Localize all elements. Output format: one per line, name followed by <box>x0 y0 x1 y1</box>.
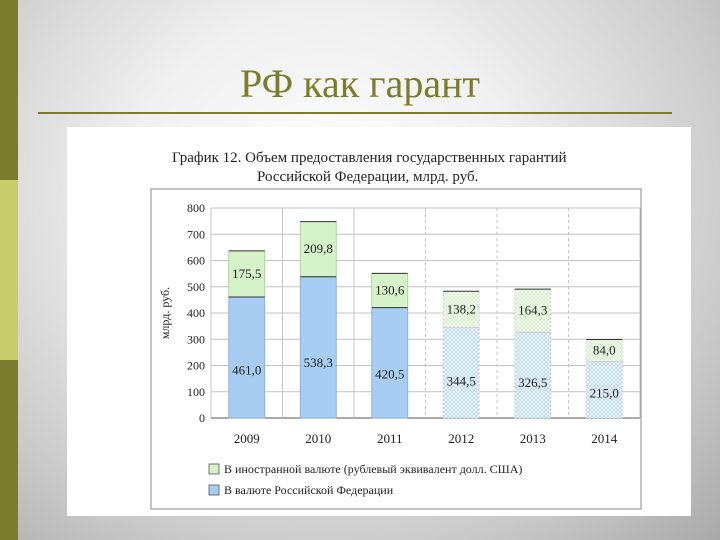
y-tick-label: 300 <box>187 332 205 346</box>
bars: 461,0 175,5 538,3 209,8 420,5 130,6 344,5 138,2… <box>228 221 623 419</box>
data-label-rub-2014: 215,0 <box>590 386 619 401</box>
bar-rub-2009 <box>228 296 266 419</box>
x-tick-label-2012: 2012 <box>448 431 474 446</box>
legend: В иностранной валюте (рублевый эквивален… <box>208 462 522 497</box>
legend-swatch-foreign <box>208 463 220 475</box>
y-tick-label: 700 <box>187 227 205 241</box>
x-tick-labels: 2009 2010 2011 2012 2013 2014 <box>234 431 618 446</box>
data-label-foreign-2010: 209,8 <box>304 241 333 256</box>
y-tick-label: 200 <box>187 359 205 373</box>
bar-foreign-2013 <box>514 288 552 333</box>
data-label-rub-2011: 420,5 <box>375 366 404 381</box>
y-tick-label: 600 <box>187 254 205 268</box>
y-tick-label: 400 <box>187 306 205 320</box>
x-tick-label-2011: 2011 <box>377 431 403 446</box>
data-label-foreign-2013: 164,3 <box>518 303 547 318</box>
data-label-rub-2012: 344,5 <box>447 373 476 388</box>
y-tick-label: 100 <box>187 385 205 399</box>
bar-foreign-2010 <box>299 221 337 278</box>
legend-label-foreign: В иностранной валюте (рублевый эквивален… <box>224 462 522 476</box>
side-bar-bottom <box>0 360 18 540</box>
data-label-foreign-2014: 84,0 <box>593 343 616 358</box>
x-tick-label-2010: 2010 <box>305 431 331 446</box>
slide-title: РФ как гарант <box>240 61 480 106</box>
chart-title-line-2: Российской Федерации, млрд. руб. <box>257 169 478 185</box>
data-label-foreign-2009: 175,5 <box>232 266 261 281</box>
side-bar-top <box>0 0 18 180</box>
chart-panel: График 12. Объем предоставления государс… <box>67 127 691 516</box>
y-tick-label: 500 <box>187 280 205 294</box>
chart-svg: График 12. Объем предоставления государс… <box>150 150 642 510</box>
data-label-rub-2013: 326,5 <box>518 375 547 390</box>
data-label-foreign-2012: 138,2 <box>447 301 476 316</box>
y-tick-label: 0 <box>199 411 205 425</box>
x-tick-label-2013: 2013 <box>520 431 546 446</box>
bar-rub-2013 <box>514 331 552 419</box>
bar-rub-2010 <box>299 276 337 419</box>
y-tick-labels: 0 100 200 300 400 500 600 700 800 <box>187 201 205 425</box>
side-bar-middle <box>0 180 18 360</box>
data-label-rub-2009: 461,0 <box>232 362 261 377</box>
x-tick-label-2009: 2009 <box>234 431 260 446</box>
y-tick-label: 800 <box>187 201 205 215</box>
chart-frame <box>150 188 642 510</box>
legend-label-rub: В валюте Российской Федерации <box>224 483 394 497</box>
data-label-foreign-2011: 130,6 <box>375 282 405 297</box>
grid-lines <box>210 207 641 419</box>
legend-swatch-rub <box>208 484 220 496</box>
y-axis-label: млрд. руб. <box>158 287 172 339</box>
chart-title-line-1: График 12. Объем предоставления государс… <box>172 150 567 166</box>
data-label-rub-2010: 538,3 <box>304 355 333 370</box>
title-divider <box>38 112 672 114</box>
bar-rub-2012 <box>442 327 480 419</box>
bar-rub-2011 <box>371 307 409 419</box>
bar-rub-2014 <box>585 361 623 419</box>
x-tick-label-2014: 2014 <box>591 431 618 446</box>
bar-foreign-2009 <box>228 250 266 298</box>
